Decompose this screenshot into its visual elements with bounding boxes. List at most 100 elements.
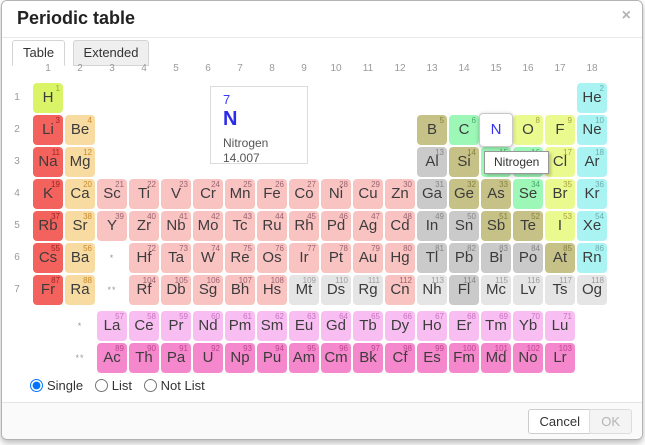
element-cell-Bi[interactable]: Bi 83 bbox=[481, 243, 511, 273]
element-cell-Rn[interactable]: Rn 86 bbox=[577, 243, 607, 273]
radio-single-input[interactable] bbox=[30, 379, 43, 392]
element-cell-Fr[interactable]: Fr 87 bbox=[33, 275, 63, 305]
element-cell-Fl[interactable]: Fl 114 bbox=[449, 275, 479, 305]
element-cell-Ra[interactable]: Ra 88 bbox=[65, 275, 95, 305]
element-cell-Pd[interactable]: Pd 46 bbox=[321, 211, 351, 241]
radio-not-list[interactable]: Not List bbox=[143, 378, 205, 393]
radio-not-list-input[interactable] bbox=[143, 379, 157, 392]
radio-list-input[interactable] bbox=[94, 379, 108, 392]
element-cell-Pa[interactable]: Pa 91 bbox=[161, 343, 191, 373]
element-cell-Pm[interactable]: Pm 61 bbox=[225, 311, 255, 341]
element-cell-Br[interactable]: Br 35 bbox=[545, 179, 575, 209]
element-cell-Ac[interactable]: Ac 89 bbox=[97, 343, 127, 373]
ok-button[interactable]: OK bbox=[589, 409, 632, 434]
element-cell-Og[interactable]: Og 118 bbox=[577, 275, 607, 305]
element-cell-V[interactable]: V 23 bbox=[161, 179, 191, 209]
element-cell-Cf[interactable]: Cf 98 bbox=[385, 343, 415, 373]
element-cell-Si[interactable]: Si 14 bbox=[449, 147, 479, 177]
element-cell-Np[interactable]: Np 93 bbox=[225, 343, 255, 373]
element-cell-Ar[interactable]: Ar 18 bbox=[577, 147, 607, 177]
element-cell-In[interactable]: In 49 bbox=[417, 211, 447, 241]
element-cell-Ge[interactable]: Ge 32 bbox=[449, 179, 479, 209]
element-cell-Rh[interactable]: Rh 45 bbox=[289, 211, 319, 241]
element-cell-Lu[interactable]: Lu 71 bbox=[545, 311, 575, 341]
element-cell-Ba[interactable]: Ba 56 bbox=[65, 243, 95, 273]
element-cell-Fe[interactable]: Fe 26 bbox=[257, 179, 287, 209]
tab-table[interactable]: Table bbox=[12, 40, 66, 66]
element-cell-At[interactable]: At 85 bbox=[545, 243, 575, 273]
element-cell-Hg[interactable]: Hg 80 bbox=[385, 243, 415, 273]
element-cell-Kr[interactable]: Kr 36 bbox=[577, 179, 607, 209]
element-cell-W[interactable]: W 74 bbox=[193, 243, 223, 273]
element-cell-Zr[interactable]: Zr 40 bbox=[129, 211, 159, 241]
element-cell-Ds[interactable]: Ds 110 bbox=[321, 275, 351, 305]
element-cell-Rf[interactable]: Rf 104 bbox=[129, 275, 159, 305]
element-cell-Po[interactable]: Po 84 bbox=[513, 243, 543, 273]
element-cell-Tm[interactable]: Tm 69 bbox=[481, 311, 511, 341]
element-cell-K[interactable]: K 19 bbox=[33, 179, 63, 209]
element-cell-Nb[interactable]: Nb 41 bbox=[161, 211, 191, 241]
element-cell-Ni[interactable]: Ni 28 bbox=[321, 179, 351, 209]
element-cell-Gd[interactable]: Gd 64 bbox=[321, 311, 351, 341]
element-cell-No[interactable]: No 102 bbox=[513, 343, 543, 373]
element-cell-Mt[interactable]: Mt 109 bbox=[289, 275, 319, 305]
cancel-button[interactable]: Cancel bbox=[527, 409, 592, 434]
element-cell-Lv[interactable]: Lv 116 bbox=[513, 275, 543, 305]
element-cell-Nd[interactable]: Nd 60 bbox=[193, 311, 223, 341]
element-cell-Zn[interactable]: Zn 30 bbox=[385, 179, 415, 209]
element-cell-Tl[interactable]: Tl 81 bbox=[417, 243, 447, 273]
element-cell-Sn[interactable]: Sn 50 bbox=[449, 211, 479, 241]
element-cell-I[interactable]: I 53 bbox=[545, 211, 575, 241]
radio-single[interactable]: Single bbox=[30, 378, 83, 393]
element-cell-Cd[interactable]: Cd 48 bbox=[385, 211, 415, 241]
element-cell-Tc[interactable]: Tc 43 bbox=[225, 211, 255, 241]
element-cell-He[interactable]: He 2 bbox=[577, 83, 607, 113]
element-cell-Cr[interactable]: Cr 24 bbox=[193, 179, 223, 209]
element-cell-Fm[interactable]: Fm 100 bbox=[449, 343, 479, 373]
element-cell-Ga[interactable]: Ga 31 bbox=[417, 179, 447, 209]
element-cell-Cu[interactable]: Cu 29 bbox=[353, 179, 383, 209]
element-cell-Sc[interactable]: Sc 21 bbox=[97, 179, 127, 209]
element-cell-Tb[interactable]: Tb 65 bbox=[353, 311, 383, 341]
element-cell-Cm[interactable]: Cm 96 bbox=[321, 343, 351, 373]
element-cell-As[interactable]: As 33 bbox=[481, 179, 511, 209]
element-cell-Pt[interactable]: Pt 78 bbox=[321, 243, 351, 273]
element-cell-Sm[interactable]: Sm 62 bbox=[257, 311, 287, 341]
element-cell-Sr[interactable]: Sr 38 bbox=[65, 211, 95, 241]
element-cell-N[interactable]: N bbox=[479, 113, 513, 147]
element-cell-Re[interactable]: Re 75 bbox=[225, 243, 255, 273]
close-icon[interactable]: × bbox=[621, 7, 631, 24]
element-cell-Be[interactable]: Be 4 bbox=[65, 115, 95, 145]
element-cell-Au[interactable]: Au 79 bbox=[353, 243, 383, 273]
element-cell-Al[interactable]: Al 13 bbox=[417, 147, 447, 177]
element-cell-Db[interactable]: Db 105 bbox=[161, 275, 191, 305]
element-cell-Hs[interactable]: Hs 108 bbox=[257, 275, 287, 305]
element-cell-Yb[interactable]: Yb 70 bbox=[513, 311, 543, 341]
element-cell-Te[interactable]: Te 52 bbox=[513, 211, 543, 241]
element-cell-Cl[interactable]: Cl 17 bbox=[545, 147, 575, 177]
element-cell-Ti[interactable]: Ti 22 bbox=[129, 179, 159, 209]
element-cell-Pb[interactable]: Pb 82 bbox=[449, 243, 479, 273]
element-cell-Er[interactable]: Er 68 bbox=[449, 311, 479, 341]
element-cell-Nh[interactable]: Nh 113 bbox=[417, 275, 447, 305]
element-cell-Hf[interactable]: Hf 72 bbox=[129, 243, 159, 273]
element-cell-Md[interactable]: Md 101 bbox=[481, 343, 511, 373]
element-cell-Rg[interactable]: Rg 111 bbox=[353, 275, 383, 305]
tab-extended[interactable]: Extended bbox=[72, 40, 150, 66]
element-cell-Na[interactable]: Na 11 bbox=[33, 147, 63, 177]
element-cell-Lr[interactable]: Lr 103 bbox=[545, 343, 575, 373]
element-cell-Co[interactable]: Co 27 bbox=[289, 179, 319, 209]
element-cell-Bk[interactable]: Bk 97 bbox=[353, 343, 383, 373]
element-cell-Ho[interactable]: Ho 67 bbox=[417, 311, 447, 341]
element-cell-Pr[interactable]: Pr 59 bbox=[161, 311, 191, 341]
element-cell-U[interactable]: U 92 bbox=[193, 343, 223, 373]
element-cell-Mg[interactable]: Mg 12 bbox=[65, 147, 95, 177]
element-cell-Bh[interactable]: Bh 107 bbox=[225, 275, 255, 305]
element-cell-Se[interactable]: Se 34 bbox=[513, 179, 543, 209]
element-cell-Am[interactable]: Am 95 bbox=[289, 343, 319, 373]
element-cell-Ce[interactable]: Ce 58 bbox=[129, 311, 159, 341]
